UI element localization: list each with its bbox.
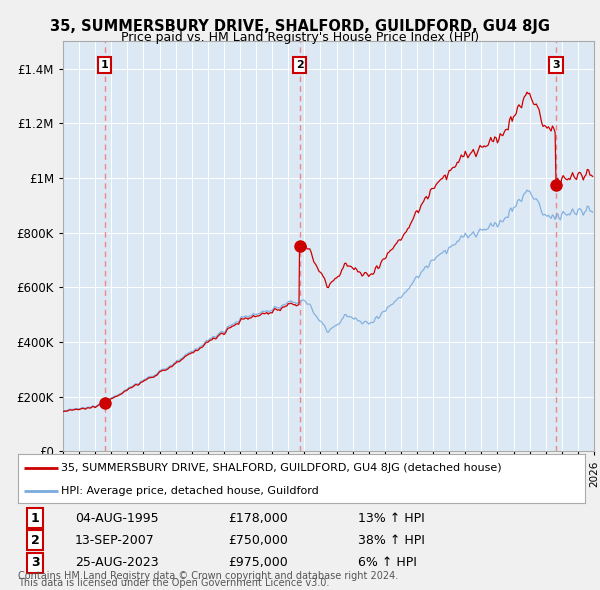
Text: HPI: Average price, detached house, Guildford: HPI: Average price, detached house, Guil… xyxy=(61,486,318,496)
Text: Price paid vs. HM Land Registry's House Price Index (HPI): Price paid vs. HM Land Registry's House … xyxy=(121,31,479,44)
Text: This data is licensed under the Open Government Licence v3.0.: This data is licensed under the Open Gov… xyxy=(18,578,329,588)
Text: £178,000: £178,000 xyxy=(228,512,287,525)
Text: 38% ↑ HPI: 38% ↑ HPI xyxy=(358,534,425,547)
Text: 25-AUG-2023: 25-AUG-2023 xyxy=(75,556,158,569)
Text: 3: 3 xyxy=(552,60,560,70)
Text: 1: 1 xyxy=(31,512,40,525)
Text: 35, SUMMERSBURY DRIVE, SHALFORD, GUILDFORD, GU4 8JG (detached house): 35, SUMMERSBURY DRIVE, SHALFORD, GUILDFO… xyxy=(61,463,501,473)
Text: £750,000: £750,000 xyxy=(228,534,287,547)
Text: 35, SUMMERSBURY DRIVE, SHALFORD, GUILDFORD, GU4 8JG: 35, SUMMERSBURY DRIVE, SHALFORD, GUILDFO… xyxy=(50,19,550,34)
Text: Contains HM Land Registry data © Crown copyright and database right 2024.: Contains HM Land Registry data © Crown c… xyxy=(18,571,398,581)
Text: 1: 1 xyxy=(101,60,109,70)
Text: 13% ↑ HPI: 13% ↑ HPI xyxy=(358,512,425,525)
Text: 13-SEP-2007: 13-SEP-2007 xyxy=(75,534,154,547)
Text: 3: 3 xyxy=(31,556,40,569)
Text: 04-AUG-1995: 04-AUG-1995 xyxy=(75,512,158,525)
Text: 2: 2 xyxy=(31,534,40,547)
Text: 6% ↑ HPI: 6% ↑ HPI xyxy=(358,556,417,569)
Text: £975,000: £975,000 xyxy=(228,556,287,569)
Text: 2: 2 xyxy=(296,60,304,70)
